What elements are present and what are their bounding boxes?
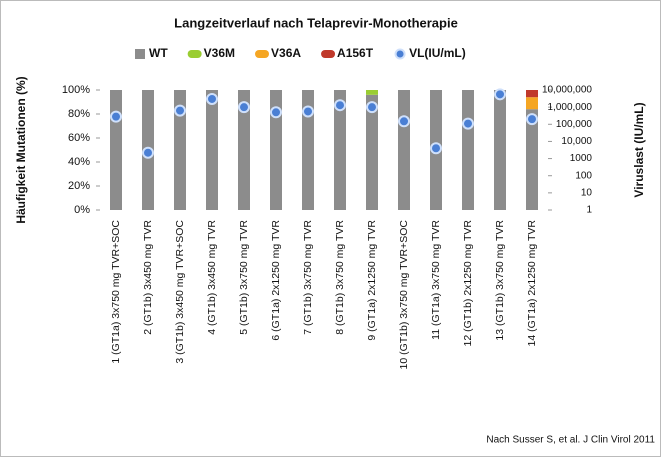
legend-swatch (135, 49, 145, 59)
x-tick-label: 1 (GT1a) 3x750 mg TVR+SOC (110, 220, 122, 364)
legend-label: A156T (337, 46, 374, 60)
y-axis-title: Häufigkeit Mutationen (%) (14, 76, 28, 223)
y-tick-label: 40% (68, 156, 90, 168)
vl-point (110, 110, 122, 123)
y-tick-label: 80% (68, 108, 90, 120)
y2-tick-label: 10,000 (561, 136, 592, 147)
legend-swatch (255, 50, 270, 58)
bar-segment (238, 90, 250, 210)
bar-segment (494, 90, 506, 210)
y2-axis-title: Viruslast (IU/mL) (632, 102, 646, 197)
vl-point (398, 115, 410, 128)
x-tick-label: 12 (GT1b) 2x1250 mg TVR (462, 220, 474, 347)
legend-swatch (394, 48, 406, 60)
bar-segment (366, 94, 378, 210)
legend-label: V36M (204, 46, 235, 60)
bar-segment (174, 90, 186, 210)
y-tick-label: 100% (62, 84, 90, 96)
y2-tick-label: 10,000,000 (542, 85, 592, 96)
bar-segment (334, 90, 346, 210)
y2-tick-label: 1000 (570, 153, 593, 164)
x-tick-label: 2 (GT1b) 3x450 mg TVR (142, 220, 154, 335)
x-tick-label: 11 (GT1a) 3x750 mg TVR (430, 220, 442, 340)
vl-point (206, 92, 218, 105)
vl-point (430, 142, 442, 155)
vl-point (494, 88, 506, 101)
vl-point (142, 146, 154, 159)
y2-tick-label: 10 (581, 187, 593, 198)
legend-swatch (187, 50, 202, 58)
x-tick-label: 7 (GT1b) 3x750 mg TVR (302, 220, 314, 335)
chart-title: Langzeitverlauf nach Telaprevir-Monother… (174, 15, 458, 30)
legend-label: WT (149, 46, 168, 60)
vl-point (366, 101, 378, 114)
y-tick-label: 20% (68, 180, 90, 192)
bar-segment (462, 90, 474, 210)
bar-segment (526, 109, 538, 210)
y-tick-label: 60% (68, 132, 90, 144)
vl-point (302, 105, 314, 118)
x-tick-label: 6 (GT1a) 2x1250 mg TVR (270, 220, 282, 341)
x-tick-label: 10 (GT1b) 3x750 mg TVR+SOC (398, 220, 410, 370)
x-tick-label: 4 (GT1b) 3x450 mg TVR (206, 220, 218, 335)
vl-point (334, 99, 346, 112)
x-tick-label: 5 (GT1b) 3x750 mg TVR (238, 220, 250, 335)
legend-swatch (321, 50, 336, 58)
vl-point (526, 113, 538, 126)
bar-segment (398, 90, 410, 210)
bar-segment (270, 90, 282, 210)
vl-point (238, 101, 250, 114)
legend-label: V36A (271, 46, 301, 60)
annotation: Nach Susser S, et al. J Clin Virol 2011 (486, 435, 655, 446)
bar-segment (302, 90, 314, 210)
bar-segment (110, 90, 122, 210)
vl-point (174, 104, 186, 117)
y2-tick-label: 100 (575, 170, 592, 181)
vl-point (462, 117, 474, 130)
bar-segment (206, 90, 218, 210)
bar-segment (526, 90, 538, 98)
x-tick-label: 14 (GT1a) 2x1250 mg TVR (526, 220, 538, 347)
legend-label: VL(IU/mL) (409, 46, 466, 60)
vl-point (270, 106, 282, 119)
y2-tick-label: 1 (586, 205, 592, 216)
x-tick-label: 9 (GT1a) 2x1250 mg TVR (366, 220, 378, 341)
y-tick-label: 0% (74, 204, 90, 216)
bar-segment (526, 97, 538, 110)
y2-tick-label: 1,000,000 (548, 102, 593, 113)
x-tick-label: 3 (GT1b) 3x450 mg TVR+SOC (174, 220, 186, 364)
bar-segment (366, 90, 378, 95)
x-tick-label: 8 (GT1b) 3x750 mg TVR (334, 220, 346, 335)
x-tick-label: 13 (GT1b) 3x750 mg TVR (494, 220, 506, 341)
y2-tick-label: 100,000 (556, 119, 593, 130)
